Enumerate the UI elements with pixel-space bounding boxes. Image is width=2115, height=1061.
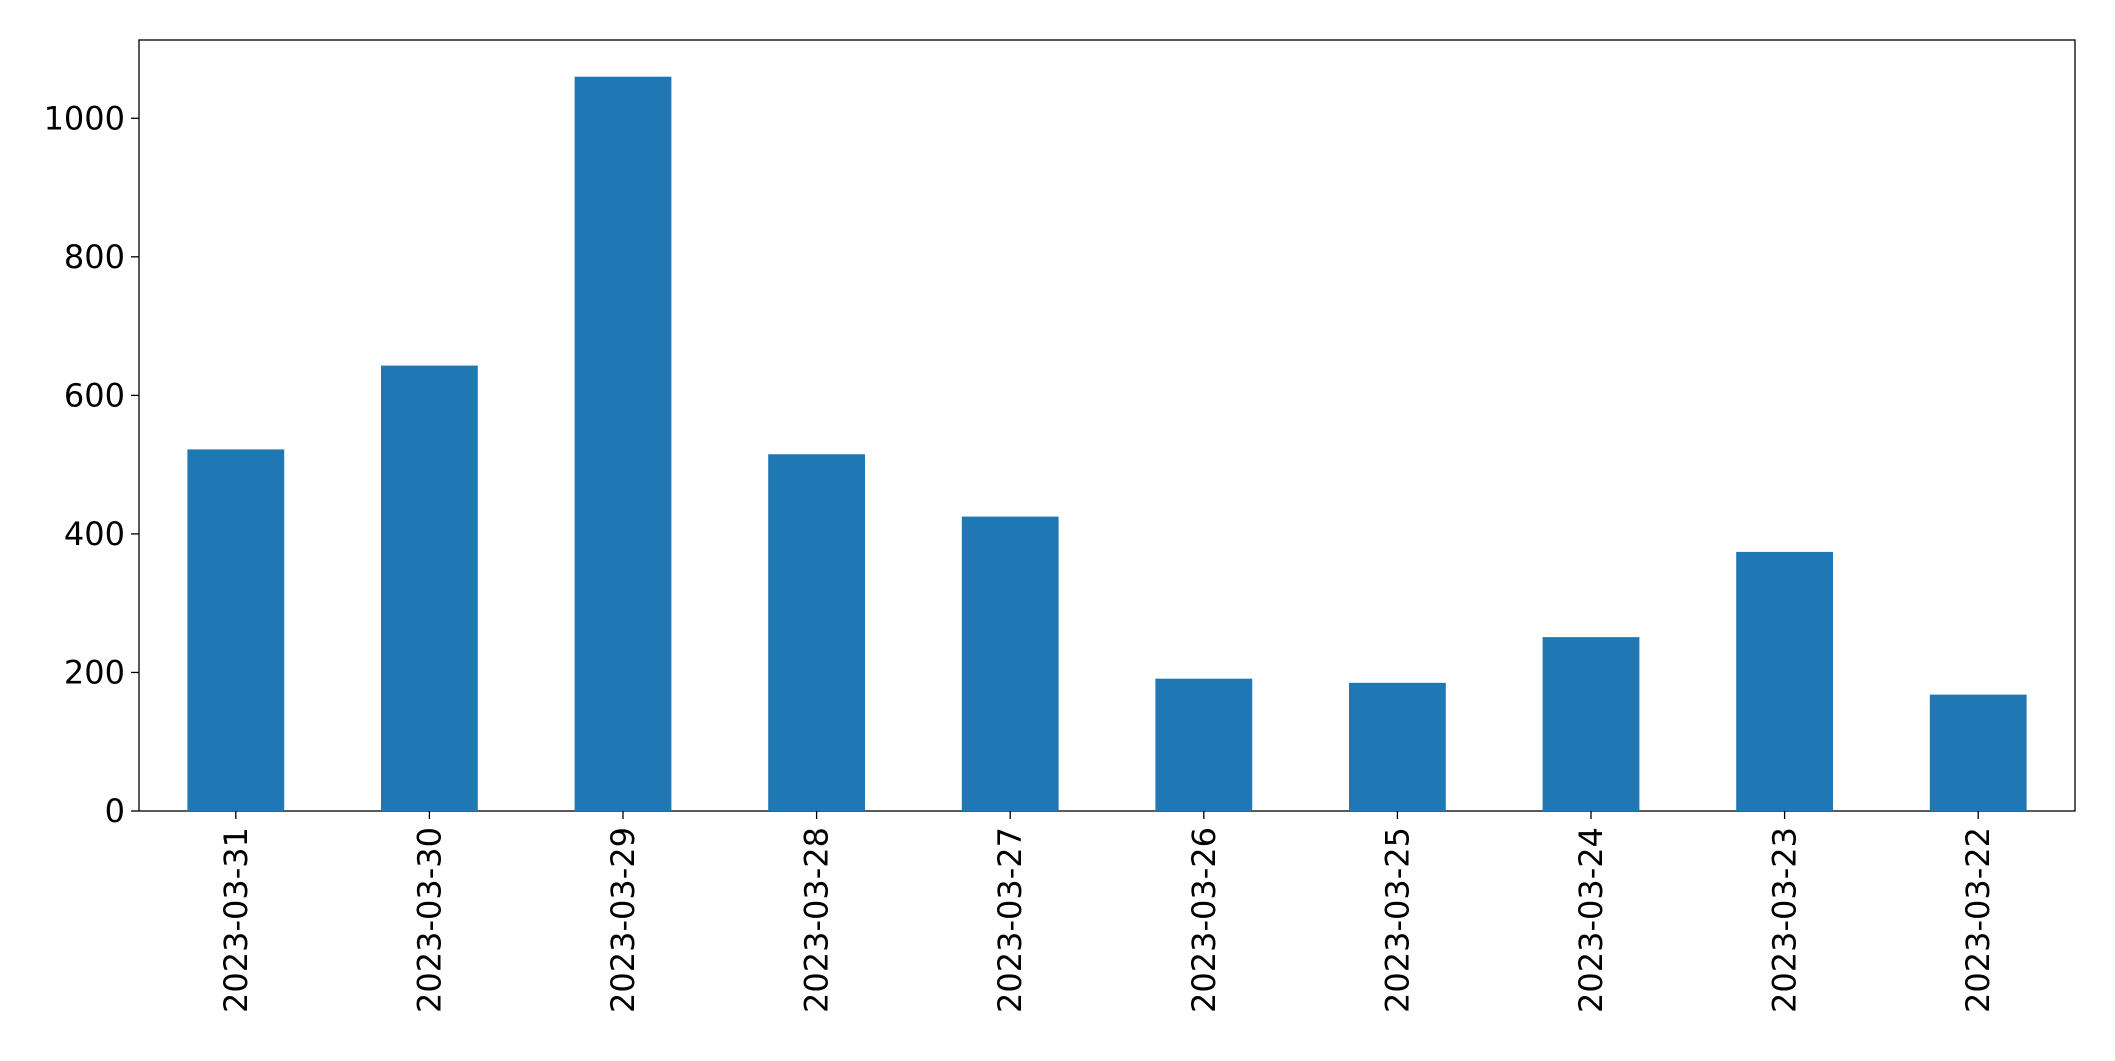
- x-tick-label: 2023-03-23: [1766, 827, 1804, 1013]
- bar: [1155, 678, 1253, 811]
- x-tick-label: 2023-03-30: [410, 827, 448, 1013]
- bar: [187, 449, 285, 811]
- bar: [1349, 682, 1446, 811]
- x-tick-label: 2023-03-27: [991, 827, 1029, 1013]
- x-tick-label: 2023-03-28: [798, 827, 836, 1013]
- bar: [768, 454, 865, 811]
- y-tick-label: 600: [64, 376, 125, 414]
- y-tick-label: 200: [64, 653, 125, 691]
- bar: [1929, 694, 2027, 811]
- x-tick-label: 2023-03-25: [1378, 827, 1416, 1013]
- y-tick-label: 1000: [44, 99, 125, 137]
- x-tick-label: 2023-03-29: [604, 827, 642, 1013]
- x-tick-label: 2023-03-31: [217, 827, 255, 1013]
- bar: [1542, 637, 1640, 811]
- bar: [381, 365, 478, 811]
- bar: [1736, 551, 1833, 811]
- x-tick-label: 2023-03-22: [1959, 827, 1997, 1013]
- x-tick-label: 2023-03-26: [1185, 827, 1223, 1013]
- bar: [574, 76, 672, 811]
- y-tick-label: 0: [105, 792, 125, 830]
- bar: [961, 516, 1059, 811]
- plot-frame: [138, 39, 2076, 812]
- y-tick-label: 400: [64, 515, 125, 553]
- y-tick-label: 800: [64, 238, 125, 276]
- x-tick-label: 2023-03-24: [1572, 827, 1610, 1013]
